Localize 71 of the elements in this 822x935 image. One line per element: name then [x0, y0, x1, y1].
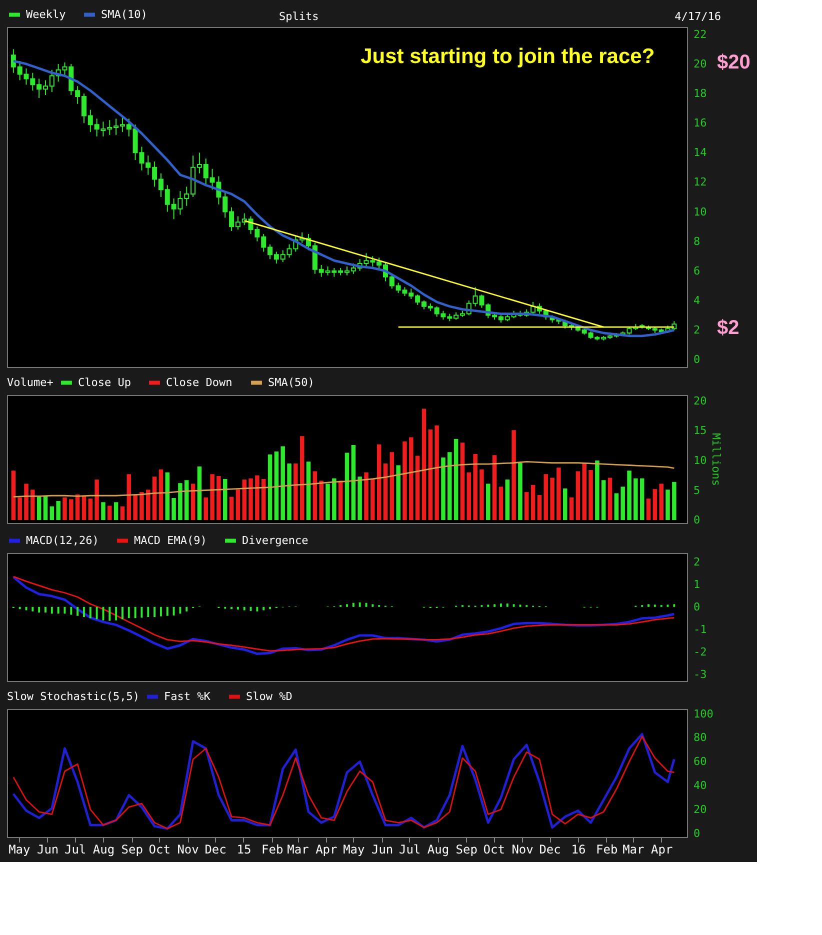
legend-label: Divergence — [242, 534, 308, 547]
x-tick-label: Sep — [456, 842, 478, 856]
y-tick-label: 1 — [694, 578, 700, 591]
y-tick-label: 4 — [694, 294, 700, 307]
legend-title: Volume+ — [7, 376, 54, 389]
y-tick-label: 12 — [694, 176, 707, 189]
legend-label: Weekly — [26, 8, 66, 21]
x-tick-label: Jun — [371, 842, 394, 856]
legend-label: SMA(10) — [101, 8, 148, 21]
y-tick-label: 0 — [694, 514, 700, 527]
y-tick-label: 20 — [694, 57, 707, 70]
x-tick-label: Aug — [92, 842, 115, 856]
x-tick-label: 15 — [236, 842, 252, 856]
legend-label: Close Down — [166, 376, 232, 389]
y-tick-label: 16 — [694, 116, 707, 130]
x-tick-label: Feb — [262, 842, 284, 856]
y-tick-label: 18 — [694, 87, 707, 100]
y-tick-label: 20 — [694, 802, 707, 816]
y-tick-label: 8 — [694, 234, 700, 248]
y-tick-label: 14 — [694, 146, 708, 160]
y-tick-label: 5 — [694, 484, 700, 497]
y-tick-label: 15 — [694, 424, 707, 438]
x-tick-label: Mar — [287, 842, 309, 856]
x-tick-label: May — [343, 842, 365, 856]
y-tick-label: 6 — [694, 264, 700, 278]
x-tick-label: Dec — [539, 842, 561, 856]
x-tick-label: 16 — [571, 842, 586, 856]
y-tick-label: -3 — [694, 668, 707, 681]
x-tick-label: Jul — [64, 842, 86, 856]
x-tick-label: Apr — [316, 842, 338, 856]
x-tick-label: Feb — [596, 842, 618, 856]
x-tick-label: Sep — [121, 842, 143, 856]
text: Splits — [279, 10, 319, 23]
y-tick-label: 20 — [694, 394, 707, 408]
x-tick-label: Nov — [512, 842, 534, 856]
x-tick-label: Dec — [204, 842, 226, 856]
x-tick-label: Oct — [483, 842, 505, 856]
x-tick-label: May — [8, 842, 30, 856]
y-tick-label: 60 — [694, 755, 707, 768]
legend-label: Slow %D — [246, 690, 292, 703]
text: $20 — [717, 52, 750, 74]
y-tick-label: 10 — [694, 454, 707, 467]
text: Just starting to join the race? — [360, 45, 655, 68]
y-tick-label: 0 — [694, 600, 700, 614]
text: 4/17/16 — [674, 10, 721, 23]
y-tick-label: 80 — [694, 731, 707, 744]
x-tick-label: Jul — [398, 842, 421, 856]
x-tick-label: Oct — [148, 842, 170, 856]
x-tick-label: Mar — [622, 842, 644, 856]
x-tick-label: Apr — [650, 842, 673, 856]
text: $2 — [717, 316, 740, 339]
x-tick-label: Jun — [36, 842, 59, 856]
x-tick-label: Aug — [427, 842, 450, 856]
legend-label: Fast %K — [164, 690, 211, 703]
legend-label: SMA(50) — [268, 376, 314, 389]
y-tick-label: 10 — [694, 205, 707, 218]
y-axis-title: Millions — [710, 433, 723, 486]
y-tick-label: 100 — [694, 707, 714, 720]
y-tick-label: 0 — [694, 353, 700, 366]
y-tick-label: -1 — [694, 622, 707, 636]
y-tick-label: 2 — [694, 555, 700, 568]
y-tick-label: -2 — [694, 645, 707, 658]
y-tick-label: 40 — [694, 779, 707, 792]
legend-title: Slow Stochastic(5,5) — [7, 690, 140, 703]
y-tick-label: 2 — [694, 324, 700, 337]
legend-label: Close Up — [78, 376, 131, 389]
y-tick-label: 0 — [694, 826, 700, 840]
y-tick-label: 22 — [694, 28, 707, 41]
legend-label: MACD EMA(9) — [134, 534, 207, 547]
legend-label: MACD(12,26) — [26, 534, 99, 547]
x-tick-label: Nov — [177, 842, 199, 856]
